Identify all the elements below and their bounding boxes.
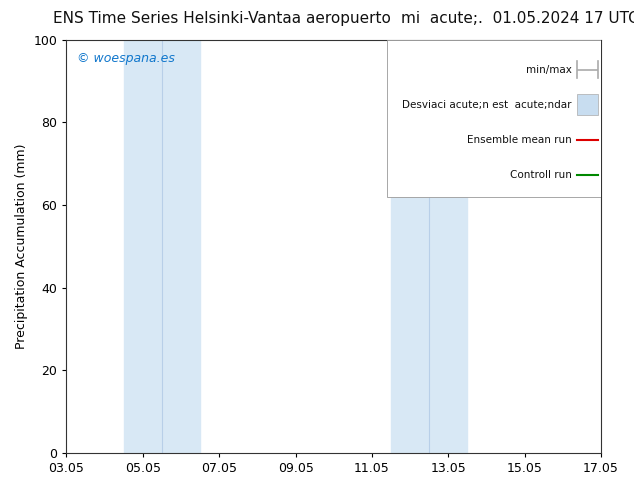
FancyBboxPatch shape	[577, 95, 598, 115]
Text: Desviaci acute;n est  acute;ndar: Desviaci acute;n est acute;ndar	[402, 99, 572, 110]
Text: Controll run: Controll run	[510, 170, 572, 180]
Bar	[429, 40, 467, 453]
Text: © woespana.es: © woespana.es	[77, 52, 175, 65]
Bar	[162, 40, 200, 453]
Text: ENS Time Series Helsinki-Vantaa aeropuerto: ENS Time Series Helsinki-Vantaa aeropuer…	[53, 11, 391, 26]
Text: Ensemble mean run: Ensemble mean run	[467, 135, 572, 145]
Bar	[391, 40, 429, 453]
Text: mi  acute;.  01.05.2024 17 UTC: mi acute;. 01.05.2024 17 UTC	[401, 11, 634, 26]
Bar	[124, 40, 162, 453]
Y-axis label: Precipitation Accumulation (mm): Precipitation Accumulation (mm)	[15, 144, 28, 349]
FancyBboxPatch shape	[387, 40, 601, 196]
Text: min/max: min/max	[526, 65, 572, 74]
